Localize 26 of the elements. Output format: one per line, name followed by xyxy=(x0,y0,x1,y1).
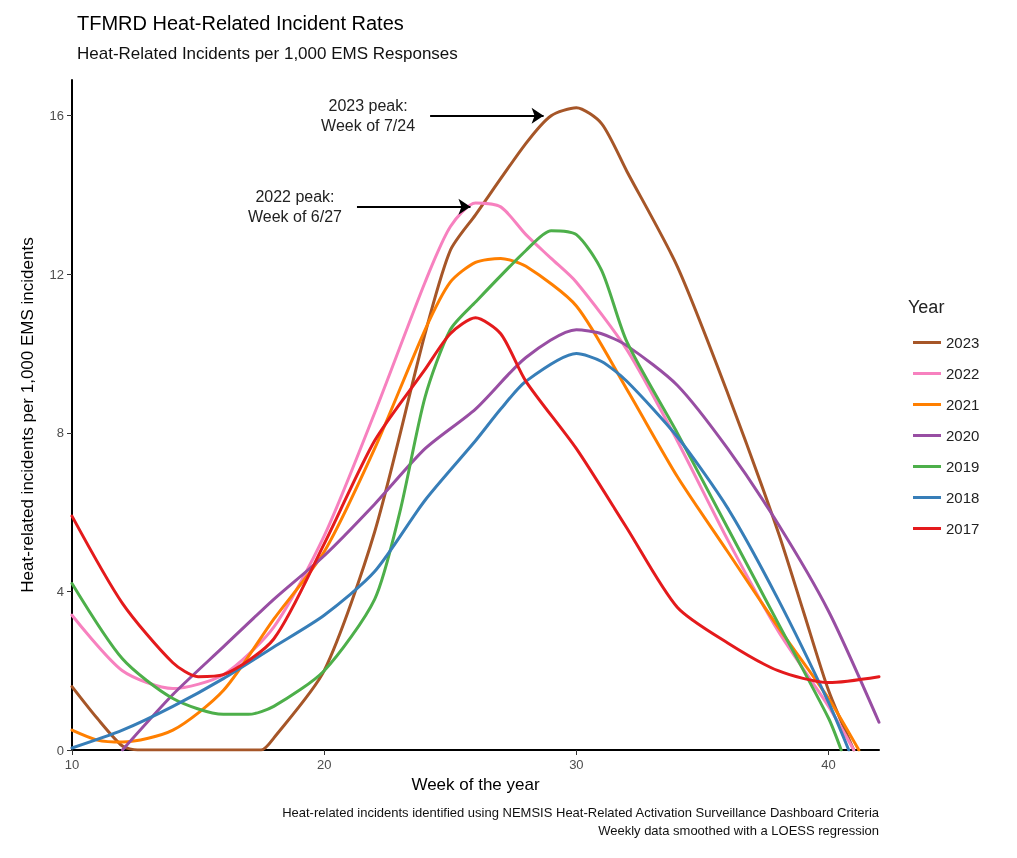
legend-label: 2018 xyxy=(946,489,980,506)
y-tick-label: 8 xyxy=(56,425,64,441)
annotation: 2022 peak: Week of 6/27 xyxy=(247,188,343,226)
y-tick-label: 0 xyxy=(56,742,64,758)
text: Weekly data smoothed with a LOESS regression xyxy=(598,823,879,838)
y-axis-title: Heat-related incidents per 1,000 EMS incidents xyxy=(18,237,37,593)
y-tick-label: 12 xyxy=(49,266,64,282)
x-tick-label: 10 xyxy=(64,757,80,772)
legend-label: 2021 xyxy=(946,396,980,413)
y-tick-label: 4 xyxy=(56,583,64,599)
line-series xyxy=(70,316,881,685)
chart-title: TFMRD Heat-Related Incident Rates xyxy=(77,12,404,34)
x-axis-title: Week of the year xyxy=(411,775,540,794)
x-tick-label: 30 xyxy=(569,757,584,772)
x-tick-label: 20 xyxy=(316,757,332,772)
legend-label: 2017 xyxy=(946,520,980,537)
y-tick-label: 16 xyxy=(49,108,64,124)
legend-label: 2022 xyxy=(946,365,980,382)
legend-title: Year xyxy=(908,297,945,317)
legend-label: 2020 xyxy=(946,427,980,444)
legend-label: 2023 xyxy=(946,334,980,351)
legend-label: 2019 xyxy=(946,458,980,475)
chart-subtitle: Heat-Related Incidents per 1,000 EMS Responses xyxy=(77,44,458,63)
text: Heat-related incidents identified using NEMSIS Heat-Related Activation Surveillance Dashboard Criteria xyxy=(282,805,880,820)
x-tick-label: 40 xyxy=(821,757,836,772)
annotation: 2023 peak: Week of 7/24 xyxy=(321,97,416,135)
